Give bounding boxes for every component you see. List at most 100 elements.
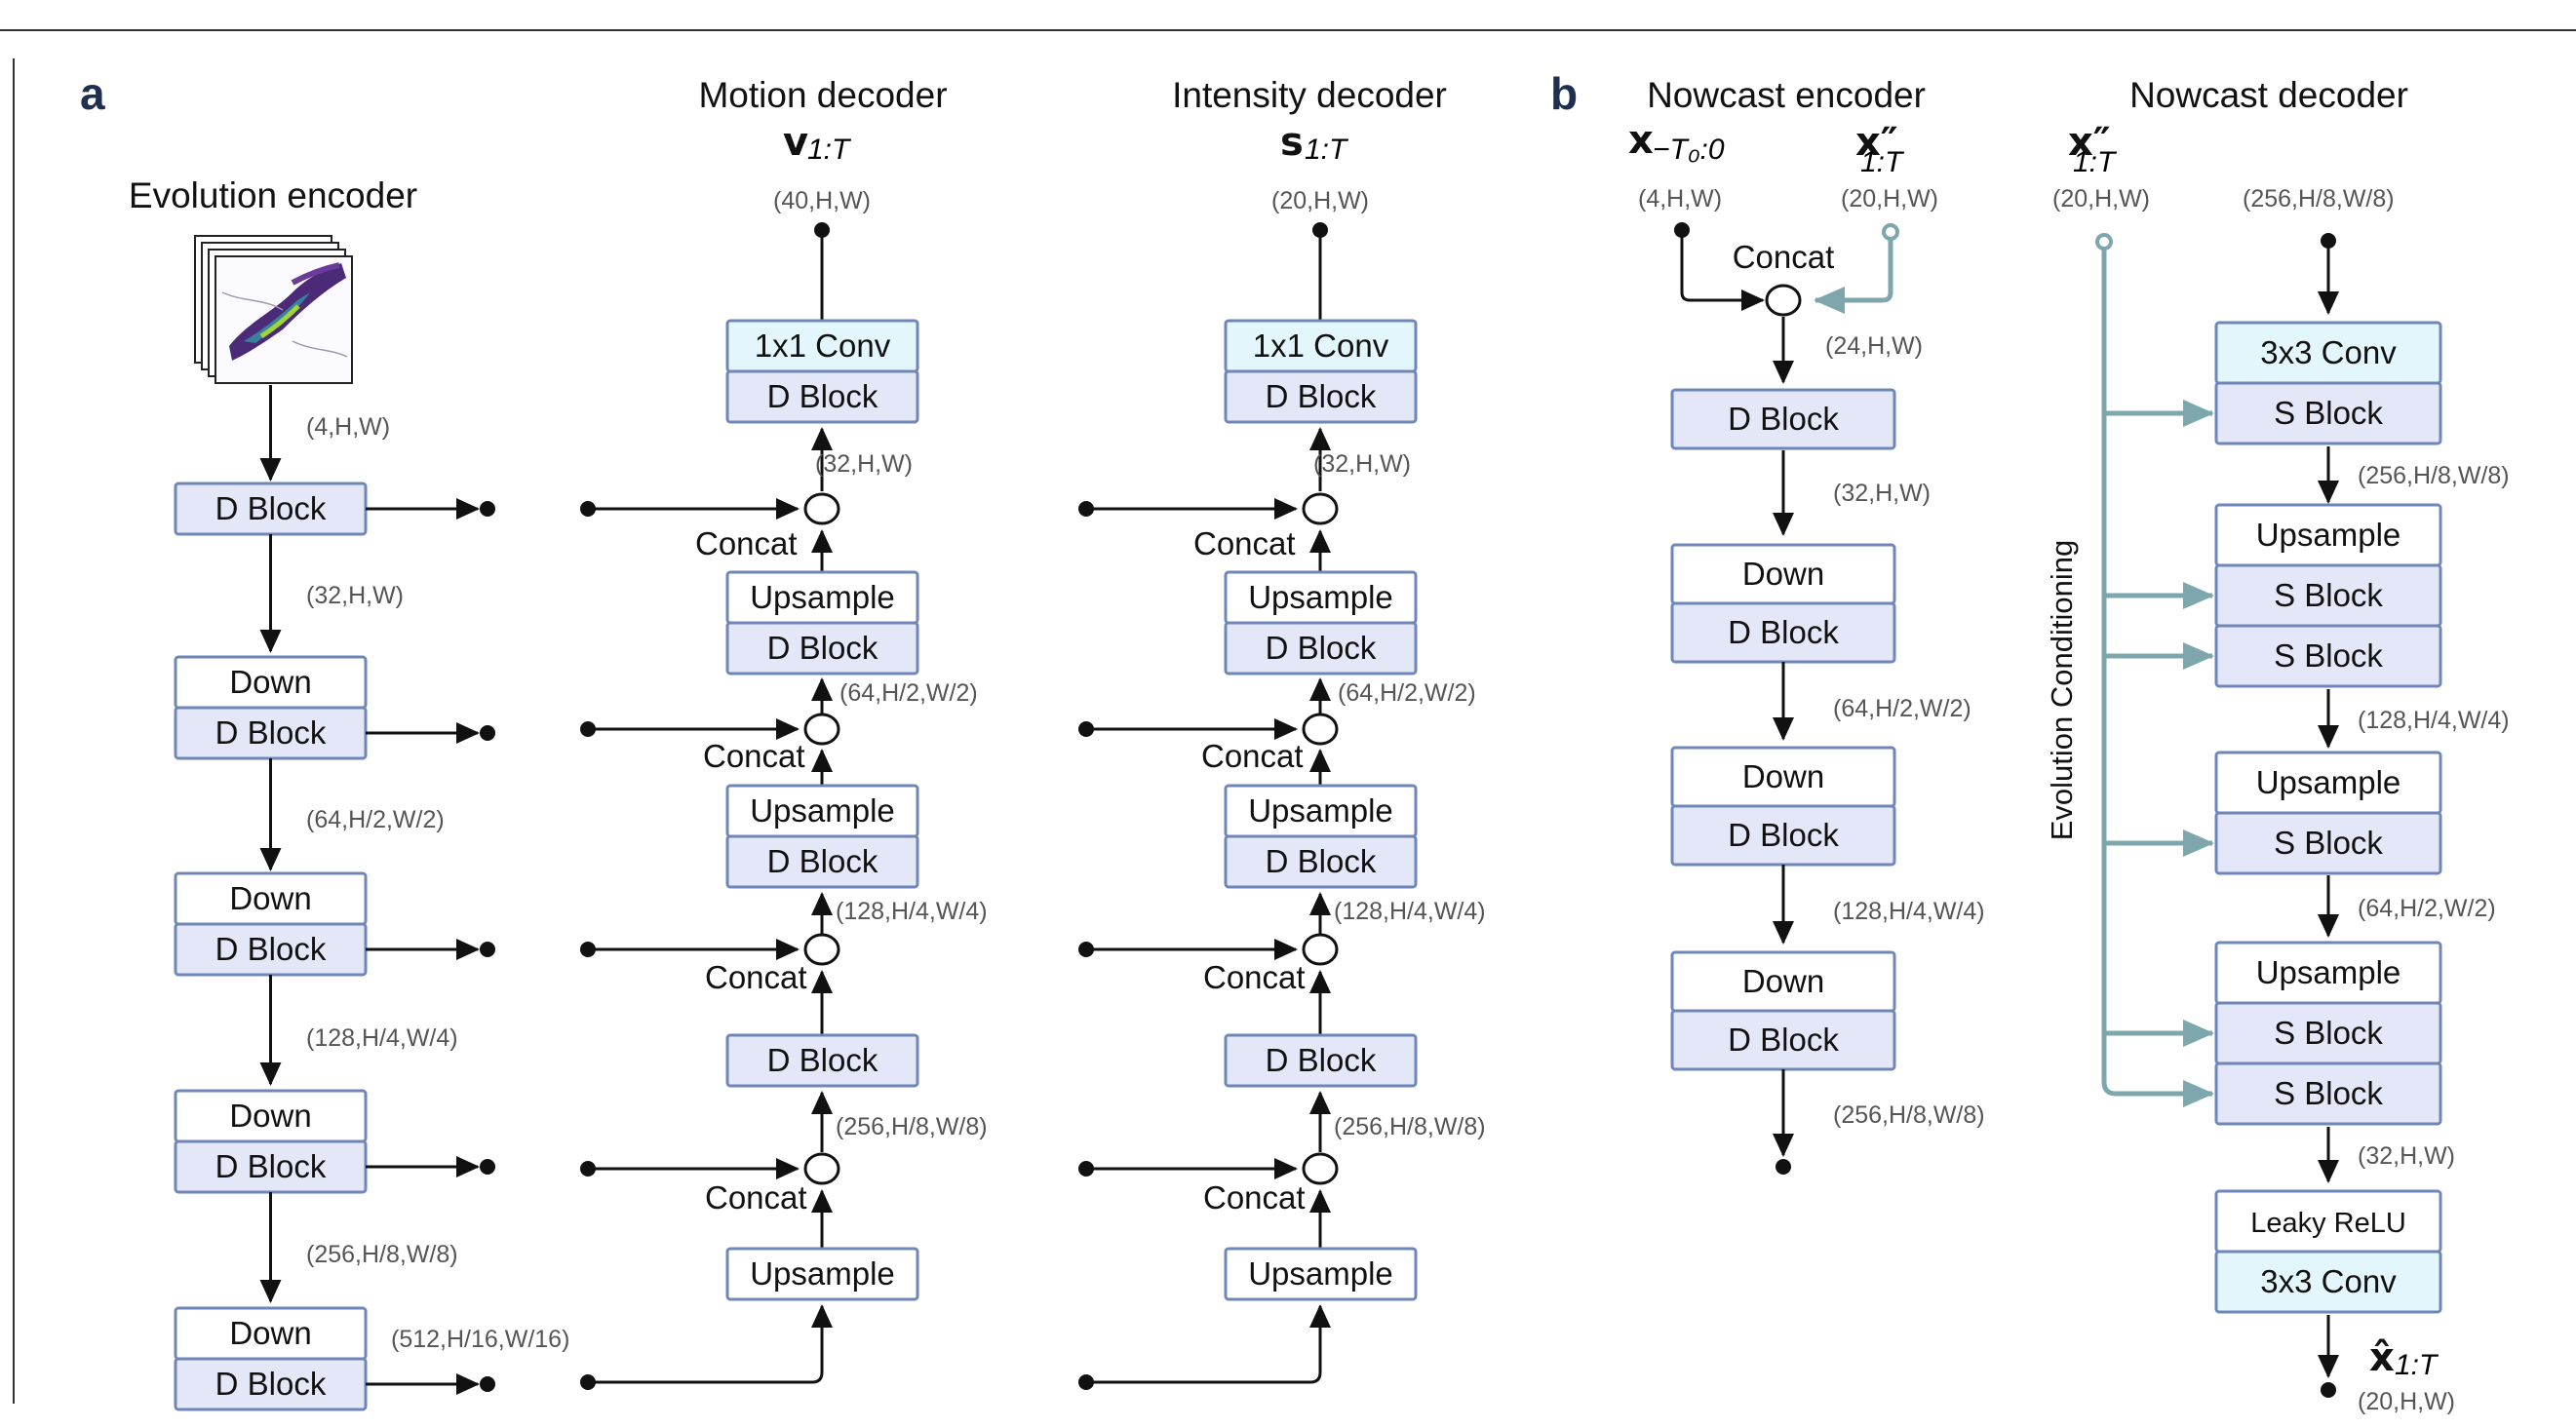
intensity-concat-node-1 xyxy=(1302,492,1339,525)
nd-sblock-4 xyxy=(2214,811,2442,875)
symbol-x-evo-encoder: x″ 1:T xyxy=(1855,120,1905,178)
motion-conv-label: 1x1 Conv xyxy=(755,328,891,364)
enc-skip-dot-3 xyxy=(480,1159,495,1175)
intensity-dblock-top-label: D Block xyxy=(1266,378,1377,414)
enc-down-2-label: Down xyxy=(229,664,311,700)
symbol-x-hat: x̂ 1:T xyxy=(2369,1335,2439,1381)
nd-sblock-3-label: S Block xyxy=(2274,637,2383,674)
intensity-dim-256: (256,H/8,W/8) xyxy=(1334,1113,1486,1140)
nd-conv-top-label: 3x3 Conv xyxy=(2260,334,2397,370)
intensity-concat-node-4 xyxy=(1302,1152,1339,1185)
nd-cond-rail xyxy=(2101,250,2214,1107)
symbol-motion: v 1:T xyxy=(783,120,852,166)
ne-dim-24: (24,H,W) xyxy=(1825,332,1923,360)
motion-concat-node-3 xyxy=(803,933,840,966)
svg-text:x: x xyxy=(1628,118,1654,163)
nd-sblock-1 xyxy=(2214,381,2442,445)
ne-dim-2: (64,H/2,W/2) xyxy=(1833,695,1971,722)
motion-concat-4: Concat xyxy=(705,1179,807,1216)
enc-down-5-label: Down xyxy=(229,1315,311,1351)
symbol-x-past: x −T₀:0 xyxy=(1628,118,1725,166)
intensity-out-dot xyxy=(1312,222,1328,238)
svg-text:−T₀:0: −T₀:0 xyxy=(1653,134,1725,166)
nd-dim-128: (128,H/4,W/4) xyxy=(2358,707,2510,734)
motion-dim-128: (128,H/4,W/4) xyxy=(836,898,988,925)
intensity-concat-2: Concat xyxy=(1201,738,1304,774)
enc-dim-1: (32,H,W) xyxy=(306,582,404,609)
nd-in-dot xyxy=(2321,233,2336,249)
intensity-concat-1: Concat xyxy=(1193,525,1296,561)
ne-dim-evo: (20,H,W) xyxy=(1841,185,1938,212)
enc-skip-dot-2 xyxy=(480,942,495,957)
title-intensity-decoder: Intensity decoder xyxy=(1172,75,1447,115)
enc-dblock-2-label: D Block xyxy=(215,714,327,751)
nd-sblock-2-label: S Block xyxy=(2274,577,2383,613)
ne-dblock-1-label: D Block xyxy=(1728,401,1839,437)
enc-skip-dot-4 xyxy=(480,1376,495,1392)
svg-text:x″: x″ xyxy=(1855,120,1898,165)
enc-dim-4: (256,H/8,W/8) xyxy=(306,1241,458,1268)
enc-dblock-4-label: D Block xyxy=(215,1148,327,1184)
intensity-dblock-2 xyxy=(1224,834,1418,889)
enc-dim-2: (64,H/2,W/2) xyxy=(306,806,445,833)
motion-dblock-top-label: D Block xyxy=(767,378,878,414)
nd-upsample-3-label: Upsample xyxy=(2256,954,2401,990)
motion-out-dot xyxy=(814,222,830,238)
ne-concat-label: Concat xyxy=(1733,239,1835,275)
symbol-intensity: s 1:T xyxy=(1280,120,1349,166)
ne-down-4-label: Down xyxy=(1742,963,1824,999)
ne-out-dot xyxy=(1776,1159,1791,1175)
svg-text:s: s xyxy=(1280,120,1304,165)
symbol-x-evo-decoder: x″ 1:T xyxy=(2068,120,2118,178)
intensity-dblock-3 xyxy=(1224,1033,1418,1088)
nd-sblock-6 xyxy=(2214,1061,2442,1126)
title-nowcast-decoder: Nowcast decoder xyxy=(2129,75,2408,115)
ne-concat-node xyxy=(1765,284,1802,317)
enc-dblock-1-label: D Block xyxy=(215,490,327,526)
svg-text:1:T: 1:T xyxy=(807,134,852,166)
nd-sblock-6-label: S Block xyxy=(2274,1075,2383,1111)
motion-concat-2: Concat xyxy=(703,738,805,774)
motion-concat-1: Concat xyxy=(695,525,798,561)
motion-upsample-3 xyxy=(725,1247,919,1301)
title-evolution-encoder: Evolution encoder xyxy=(129,175,417,215)
motion-dblock-3-label: D Block xyxy=(767,1042,878,1078)
intensity-upsample-2-label: Upsample xyxy=(1248,792,1393,829)
enc-down-3-label: Down xyxy=(229,880,311,916)
nd-sblock-3 xyxy=(2214,624,2442,688)
svg-text:x̂: x̂ xyxy=(2369,1335,2395,1380)
intensity-dim-32: (32,H,W) xyxy=(1313,450,1411,478)
motion-bottom-feed xyxy=(588,1304,833,1384)
enc-dblock-3-label: D Block xyxy=(215,931,327,967)
svg-text:x″: x″ xyxy=(2068,120,2111,165)
nd-out-dot xyxy=(2321,1382,2336,1398)
nd-conv-bottom-label: 3x3 Conv xyxy=(2260,1263,2397,1299)
intensity-dim-out: (20,H,W) xyxy=(1271,187,1369,214)
intensity-concat-node-2 xyxy=(1302,713,1339,746)
motion-dim-out: (40,H,W) xyxy=(773,187,871,214)
nd-conv-bottom xyxy=(2214,1250,2442,1314)
motion-dblock-2-label: D Block xyxy=(767,843,878,879)
intensity-bottom-feed xyxy=(1086,1304,1331,1384)
nd-dim-out: (20,H,W) xyxy=(2358,1388,2455,1415)
nd-sblock-1-label: S Block xyxy=(2274,395,2383,431)
ne-dblock-2-label: D Block xyxy=(1728,614,1839,650)
nd-upsample-2-label: Upsample xyxy=(2256,764,2401,800)
ne-dim-32: (32,H,W) xyxy=(1833,480,1931,507)
intensity-upsample-1-label: Upsample xyxy=(1248,579,1393,615)
motion-concat-node-1 xyxy=(803,492,840,525)
enc-dim-5: (512,H/16,W/16) xyxy=(391,1326,569,1353)
motion-upsample-3-label: Upsample xyxy=(750,1255,895,1292)
radar-input-image xyxy=(194,235,353,384)
panel-label-b: b xyxy=(1550,68,1578,119)
intensity-concat-3: Concat xyxy=(1203,959,1306,995)
svg-text:v: v xyxy=(783,120,808,165)
ne-x-arrow xyxy=(1680,230,1765,311)
nd-dim-64: (64,H/2,W/2) xyxy=(2358,895,2496,922)
intensity-dim-128: (128,H/4,W/4) xyxy=(1334,898,1486,925)
nd-dim-evo: (20,H,W) xyxy=(2052,185,2150,212)
ne-dim-4: (256,H/8,W/8) xyxy=(1833,1101,1985,1129)
nd-sblock-4-label: S Block xyxy=(2274,825,2383,861)
enc-skip-dot-0 xyxy=(480,501,495,517)
enc-dim-in: (4,H,W) xyxy=(306,413,390,441)
